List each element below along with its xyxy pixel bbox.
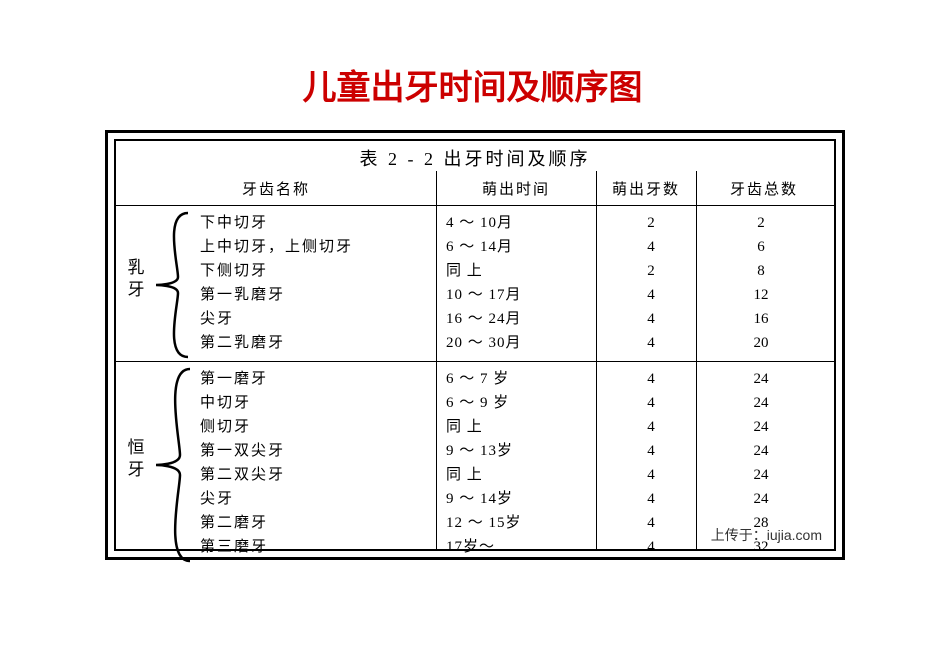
cell-time: 4 ～ 10月: [446, 211, 596, 235]
cell-name: 第二乳磨牙: [200, 331, 430, 355]
cell-time: 16 ～ 24月: [446, 307, 596, 331]
cell-count: 4: [611, 487, 691, 511]
cell-total: 24: [716, 439, 806, 463]
cell-time: 9 ～ 13岁: [446, 439, 596, 463]
page-title: 儿童出牙时间及顺序图: [0, 0, 945, 109]
group-divider: [116, 361, 834, 362]
table-row: 尖牙 9 ～ 14岁 4 24: [116, 487, 834, 511]
cell-name: 第二磨牙: [200, 511, 430, 535]
th-time: 萌出时间: [436, 171, 596, 205]
cell-count: 4: [611, 367, 691, 391]
table-row: 下中切牙 4 ～ 10月 2 2: [116, 211, 834, 235]
cell-name: 第一乳磨牙: [200, 283, 430, 307]
cell-time: 6 ～ 7 岁: [446, 367, 596, 391]
cell-count: 4: [611, 439, 691, 463]
table-row: 第一乳磨牙 10 ～ 17月 4 12: [116, 283, 834, 307]
cell-time: 6 ～ 14月: [446, 235, 596, 259]
cell-total: 24: [716, 415, 806, 439]
cell-name: 下侧切牙: [200, 259, 430, 283]
cell-count: 4: [611, 307, 691, 331]
cell-total: 8: [716, 259, 806, 283]
cell-count: 4: [611, 391, 691, 415]
cell-count: 4: [611, 331, 691, 355]
cell-count: 2: [611, 211, 691, 235]
cell-total: 24: [716, 463, 806, 487]
watermark-text: 上传于：iujia.com: [711, 525, 822, 545]
table-row: 中切牙 6 ～ 9 岁 4 24: [116, 391, 834, 415]
table-head-row: 牙齿名称 萌出时间 萌出牙数 牙齿总数: [116, 171, 834, 205]
th-total: 牙齿总数: [696, 171, 832, 205]
cell-total: 24: [716, 487, 806, 511]
cell-time: 12 ～ 15岁: [446, 511, 596, 535]
table-row: 第一双尖牙 9 ～ 13岁 4 24: [116, 439, 834, 463]
th-count: 萌出牙数: [596, 171, 696, 205]
cell-time: 10 ～ 17月: [446, 283, 596, 307]
cell-time: 17岁～: [446, 535, 596, 559]
table-row: 下侧切牙 同 上 2 8: [116, 259, 834, 283]
cell-name: 中切牙: [200, 391, 430, 415]
cell-count: 4: [611, 535, 691, 559]
table-inner-frame: 表 2 - 2 出牙时间及顺序 牙齿名称 萌出时间 萌出牙数 牙齿总数: [114, 139, 836, 551]
cell-time: 同 上: [446, 415, 596, 439]
table-outer-frame: 表 2 - 2 出牙时间及顺序 牙齿名称 萌出时间 萌出牙数 牙齿总数: [105, 130, 845, 560]
cell-count: 4: [611, 283, 691, 307]
cell-total: 12: [716, 283, 806, 307]
cell-total: 2: [716, 211, 806, 235]
cell-time: 同 上: [446, 463, 596, 487]
cell-time: 同 上: [446, 259, 596, 283]
cell-name: 第一磨牙: [200, 367, 430, 391]
cell-name: 下中切牙: [200, 211, 430, 235]
cell-total: 24: [716, 391, 806, 415]
table-row: 第二乳磨牙 20 ～ 30月 4 20: [116, 331, 834, 355]
cell-name: 侧切牙: [200, 415, 430, 439]
cell-total: 16: [716, 307, 806, 331]
cell-time: 6 ～ 9 岁: [446, 391, 596, 415]
cell-total: 20: [716, 331, 806, 355]
cell-name: 第二双尖牙: [200, 463, 430, 487]
cell-name: 尖牙: [200, 307, 430, 331]
table-caption: 表 2 - 2 出牙时间及顺序: [116, 145, 834, 171]
cell-count: 4: [611, 463, 691, 487]
cell-count: 4: [611, 235, 691, 259]
table-row: 第二双尖牙 同 上 4 24: [116, 463, 834, 487]
cell-name: 第一双尖牙: [200, 439, 430, 463]
table-body: 乳 牙 下中切牙 4 ～ 10月 2 2 上中切牙，上侧切牙 6 ～ 1: [116, 205, 834, 549]
cell-total: 24: [716, 367, 806, 391]
page-root: 儿童出牙时间及顺序图 表 2 - 2 出牙时间及顺序 牙齿名称 萌出时间 萌出牙…: [0, 0, 945, 669]
table-area: 牙齿名称 萌出时间 萌出牙数 牙齿总数 乳 牙: [116, 171, 834, 549]
cell-name: 上中切牙，上侧切牙: [200, 235, 430, 259]
cell-count: 4: [611, 415, 691, 439]
table-row: 上中切牙，上侧切牙 6 ～ 14月 4 6: [116, 235, 834, 259]
cell-name: 第三磨牙: [200, 535, 430, 559]
table-row: 第一磨牙 6 ～ 7 岁 4 24: [116, 367, 834, 391]
cell-time: 9 ～ 14岁: [446, 487, 596, 511]
cell-total: 6: [716, 235, 806, 259]
table-row: 尖牙 16 ～ 24月 4 16: [116, 307, 834, 331]
th-name: 牙齿名称: [116, 171, 436, 205]
cell-time: 20 ～ 30月: [446, 331, 596, 355]
cell-name: 尖牙: [200, 487, 430, 511]
cell-count: 4: [611, 511, 691, 535]
cell-count: 2: [611, 259, 691, 283]
table-row: 侧切牙 同 上 4 24: [116, 415, 834, 439]
